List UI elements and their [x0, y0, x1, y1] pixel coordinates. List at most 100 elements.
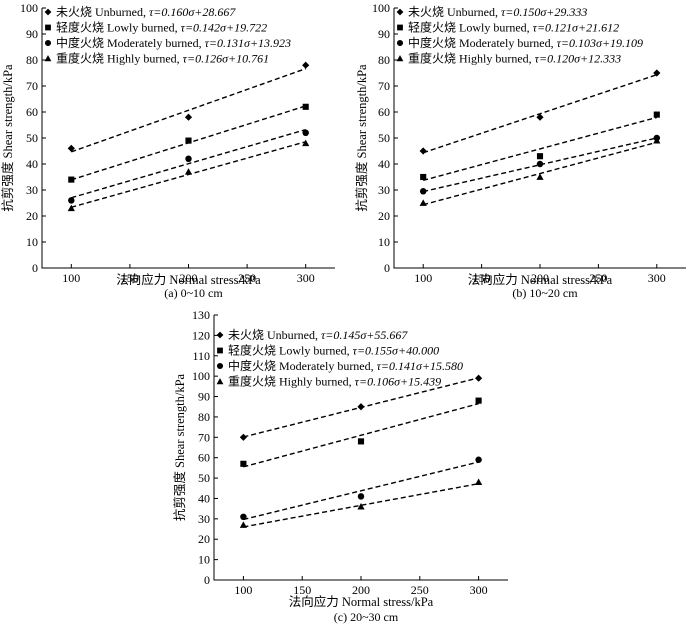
legend-series-name: 轻度火烧 Lowly burned	[228, 343, 347, 358]
y-tick-label: 90	[26, 27, 38, 41]
legend-equation: τ=0.103σ+19.109	[557, 36, 643, 50]
legend-marker-square	[397, 24, 403, 31]
x-tick-label: 150	[293, 583, 311, 597]
legend-marker-triangle	[44, 55, 52, 62]
y-tick-label: 50	[378, 131, 390, 145]
legend-series-name: 重度火烧 Highly burned	[228, 374, 349, 389]
legend-series-name: 轻度火烧 Lowly burned	[56, 20, 175, 35]
y-tick-label: 100	[372, 1, 390, 15]
x-tick-label: 150	[473, 271, 491, 285]
legend-equation: τ=0.120σ+12.333	[535, 52, 621, 66]
y-tick-label: 20	[378, 209, 390, 223]
y-tick-label: 30	[378, 183, 390, 197]
y-axis-label: 抗剪强度 Shear strength/kPa	[0, 64, 15, 212]
data-point-triangle	[67, 204, 75, 212]
data-point-triangle	[419, 199, 427, 206]
legend-series-name: 中度火烧 Moderately burned	[228, 358, 371, 373]
data-point-square	[536, 153, 544, 160]
data-point-circle	[536, 160, 544, 168]
y-tick-label: 70	[378, 79, 390, 93]
legend-entry: 未火烧 Unburned, τ=0.160σ+28.667	[56, 5, 236, 19]
fit-line-square	[243, 402, 479, 468]
data-point-circle	[185, 155, 192, 163]
y-tick-label: 0	[384, 261, 390, 275]
data-point-diamond	[357, 403, 365, 411]
legend-entry: 重度火烧 Highly burned, τ=0.120σ+12.333	[408, 51, 621, 66]
legend-marker-circle	[44, 39, 52, 47]
chart-panel-2: 0 10 20 30 40 50 60 70 80 90 100 110 120 130 100 150 200…	[172, 308, 508, 624]
y-tick-label: 100	[20, 1, 38, 15]
legend-entry: 未火烧 Unburned, τ=0.145σ+55.667	[228, 328, 408, 342]
chart-panel-0: 0 10 20 30 40 50 60 70 80 90 100 100 150 200 250 300 法向应…	[0, 1, 335, 300]
data-point-diamond	[184, 113, 193, 121]
data-point-diamond	[419, 147, 427, 155]
legend-series-name: 未火烧 Unburned	[56, 5, 143, 19]
legend-equation: τ=0.121σ+21.612	[533, 21, 619, 35]
y-tick-label: 120	[192, 328, 210, 342]
legend-marker-circle	[216, 362, 224, 370]
data-point-diamond	[67, 144, 75, 152]
x-tick-label: 200	[531, 271, 549, 285]
legend-series-name: 中度火烧 Moderately burned	[408, 35, 551, 50]
data-point-triangle	[302, 139, 310, 147]
legend-marker-triangle	[396, 55, 404, 62]
fit-line-diamond	[71, 68, 306, 153]
x-axis-label: 法向应力 Normal stress/kPa	[289, 594, 434, 609]
y-tick-label: 50	[198, 471, 210, 485]
x-tick-label: 200	[352, 583, 370, 597]
x-tick-label: 100	[234, 583, 252, 597]
legend-entry: 重度火烧 Highly burned, τ=0.106σ+15.439	[228, 374, 441, 389]
legend-series-name: 重度火烧 Highly burned	[408, 51, 529, 66]
y-tick-label: 60	[26, 105, 38, 119]
y-tick-label: 90	[198, 390, 210, 404]
fit-line-circle	[71, 128, 306, 199]
legend-entry: 中度火烧 Moderately burned, τ=0.141σ+15.580	[228, 358, 463, 373]
y-tick-label: 20	[26, 209, 38, 223]
y-tick-label: 10	[378, 235, 390, 249]
data-point-square	[475, 397, 482, 404]
y-tick-label: 10	[198, 553, 210, 567]
x-tick-label: 100	[414, 271, 432, 285]
y-tick-label: 70	[198, 430, 210, 444]
legend-equation: τ=0.150σ+29.333	[501, 5, 587, 19]
data-point-triangle	[536, 173, 544, 180]
legend-equation: τ=0.131σ+13.923	[205, 36, 291, 50]
legend-marker-diamond	[216, 331, 224, 339]
data-point-diamond	[653, 69, 661, 77]
data-point-square	[68, 176, 75, 183]
panel-caption: (b) 10~20 cm	[512, 286, 578, 300]
x-axis-label: 法向应力 Normal stress/kPa	[116, 272, 261, 287]
data-point-square	[653, 111, 660, 118]
legend-equation: τ=0.145σ+55.667	[321, 328, 408, 342]
data-point-square	[185, 137, 192, 144]
data-point-circle	[475, 456, 482, 463]
legend-equation: τ=0.142σ+19.722	[181, 21, 267, 35]
legend-marker-circle	[396, 39, 404, 47]
y-tick-label: 30	[26, 183, 38, 197]
data-point-square	[302, 103, 309, 110]
y-tick-label: 100	[192, 369, 210, 383]
data-point-circle	[357, 493, 365, 500]
legend-equation: τ=0.155σ+40.000	[353, 344, 439, 358]
legend-entry: 轻度火烧 Lowly burned, τ=0.155σ+40.000	[228, 343, 439, 358]
data-point-diamond	[475, 374, 483, 382]
chart-panel-1: 0 10 20 30 40 50 60 70 80 90 100 100 150 200 250 300 法向应…	[354, 1, 686, 300]
data-point-circle	[419, 188, 427, 195]
legend-marker-square	[217, 347, 223, 354]
x-tick-label: 100	[62, 271, 80, 285]
legend-entry: 未火烧 Unburned, τ=0.150σ+29.333	[408, 5, 587, 19]
legend-equation: τ=0.160σ+28.667	[149, 5, 236, 19]
data-point-circle	[68, 197, 75, 204]
legend-series-name: 未火烧 Unburned	[408, 5, 495, 19]
y-tick-label: 80	[378, 53, 390, 67]
data-point-diamond	[302, 61, 310, 69]
x-axis-label: 法向应力 Normal stress/kPa	[468, 272, 613, 287]
y-tick-label: 50	[26, 131, 38, 145]
x-tick-label: 300	[648, 271, 666, 285]
legend-equation: τ=0.126σ+10.761	[183, 52, 269, 66]
y-tick-label: 40	[378, 157, 390, 171]
legend-marker-diamond	[44, 8, 52, 16]
legend-series-name: 轻度火烧 Lowly burned	[408, 20, 527, 35]
data-point-triangle	[653, 137, 661, 144]
x-tick-label: 250	[589, 271, 607, 285]
